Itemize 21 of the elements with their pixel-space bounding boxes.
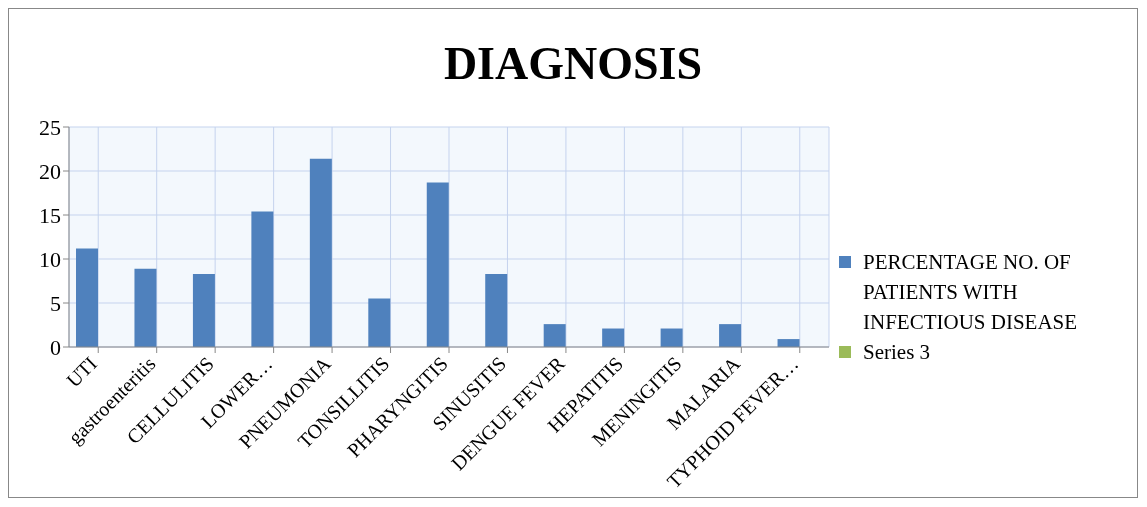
bar (426, 182, 449, 347)
bar (368, 298, 391, 347)
y-tick-label: 10 (39, 246, 61, 272)
bar (76, 248, 98, 347)
y-tick-label: 15 (39, 202, 61, 228)
bar (660, 328, 683, 347)
y-tick-label: 25 (39, 114, 61, 140)
chart-title: DIAGNOSIS (442, 37, 704, 91)
legend-label: Series 3 (863, 339, 931, 366)
bar (251, 211, 274, 347)
y-tick-label: 0 (50, 334, 61, 360)
bar (719, 324, 742, 347)
bar (602, 328, 625, 347)
bar (309, 158, 332, 347)
bar (485, 273, 508, 347)
bar (192, 273, 215, 347)
bar (543, 324, 566, 347)
bar (134, 268, 157, 347)
legend-label: PERCENTAGE NO. OF PATIENTS WITH INFECTIOUS DISEASE (863, 249, 1079, 336)
y-tick-label: 5 (50, 290, 61, 316)
y-tick-label: 20 (39, 158, 61, 184)
